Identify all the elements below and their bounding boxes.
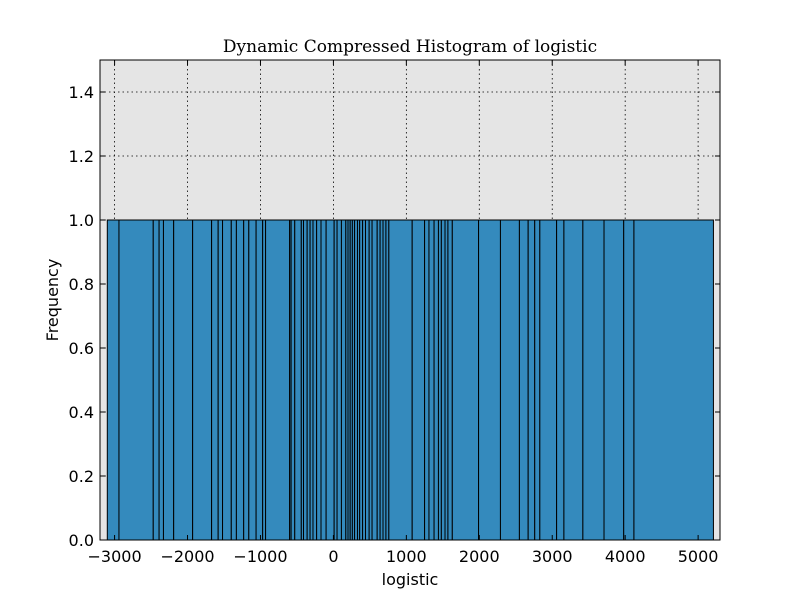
y-tick-label: 1.2 bbox=[69, 147, 94, 166]
histogram-bar bbox=[633, 219, 714, 541]
y-tick-label: 1.4 bbox=[69, 83, 94, 102]
histogram-bar bbox=[433, 219, 439, 541]
axes-frame bbox=[99, 59, 721, 541]
y-axis-label: Frequency bbox=[43, 259, 62, 342]
histogram-bar bbox=[424, 219, 430, 541]
histogram-bar bbox=[192, 219, 213, 541]
histogram-bar bbox=[118, 219, 154, 541]
histogram-bar bbox=[222, 219, 232, 541]
histogram-bar bbox=[499, 219, 520, 541]
histogram-bar bbox=[447, 219, 453, 541]
histogram-bar bbox=[158, 219, 164, 541]
y-tick-label: 0.8 bbox=[69, 275, 94, 294]
histogram-bar bbox=[451, 219, 480, 541]
x-axis-label: logistic bbox=[382, 570, 439, 589]
histogram-bar bbox=[325, 219, 335, 541]
histogram-bar bbox=[320, 219, 327, 541]
histogram-bar bbox=[217, 219, 224, 541]
histogram-bar bbox=[582, 219, 605, 541]
histogram-bar bbox=[106, 219, 120, 541]
histogram-bar bbox=[230, 219, 237, 541]
histogram-bar bbox=[365, 219, 370, 541]
histogram-bar bbox=[411, 219, 426, 541]
x-tick-label: 1000 bbox=[386, 547, 427, 566]
y-tick-label: 0.4 bbox=[69, 403, 94, 422]
histogram-bar bbox=[316, 219, 322, 541]
x-tick-label: 3000 bbox=[532, 547, 573, 566]
histogram-bar bbox=[152, 219, 160, 541]
histogram-bar bbox=[603, 219, 625, 541]
x-tick-label: 4000 bbox=[605, 547, 646, 566]
histogram-bar bbox=[173, 219, 194, 541]
histogram-bar bbox=[623, 219, 635, 541]
histogram-bar bbox=[255, 219, 264, 541]
x-tick-label: −2000 bbox=[160, 547, 214, 566]
histogram-bar bbox=[428, 219, 435, 541]
histogram-bar bbox=[563, 219, 584, 541]
histogram-bar bbox=[211, 219, 219, 541]
y-tick-label: 1.0 bbox=[69, 211, 94, 230]
y-tick-label: 0.0 bbox=[69, 531, 94, 550]
histogram-bar bbox=[290, 219, 296, 541]
histogram-bar bbox=[388, 219, 413, 541]
histogram-bar bbox=[556, 219, 565, 541]
histogram-bar bbox=[539, 219, 558, 541]
histogram-bar bbox=[527, 219, 536, 541]
histogram-bar bbox=[248, 219, 257, 541]
histogram-bar bbox=[312, 219, 318, 541]
histogram-bar bbox=[294, 219, 302, 541]
histogram-bars bbox=[106, 219, 714, 541]
histogram-bar bbox=[340, 219, 347, 541]
y-tick-label: 0.6 bbox=[69, 339, 94, 358]
histogram-bar bbox=[243, 219, 250, 541]
histogram-bar bbox=[518, 219, 529, 541]
histogram-bar bbox=[265, 219, 291, 541]
chart-title: Dynamic Compressed Histogram of logistic bbox=[223, 37, 597, 57]
histogram-bar bbox=[235, 219, 245, 541]
histogram-bar bbox=[162, 219, 175, 541]
histogram-bar bbox=[303, 219, 308, 541]
axis-ticks bbox=[100, 60, 720, 541]
x-tick-label: 5000 bbox=[678, 547, 719, 566]
x-tick-label: −1000 bbox=[233, 547, 287, 566]
histogram-bar bbox=[478, 219, 501, 541]
histogram-bar bbox=[534, 219, 541, 541]
histogram-bar bbox=[336, 219, 342, 541]
histogram-bar bbox=[371, 219, 378, 541]
x-tick-label: 2000 bbox=[459, 547, 500, 566]
x-tick-label: −3000 bbox=[88, 547, 142, 566]
histogram-bar bbox=[440, 219, 446, 541]
y-tick-label: 0.2 bbox=[69, 467, 94, 486]
x-tick-label: 0 bbox=[328, 547, 338, 566]
